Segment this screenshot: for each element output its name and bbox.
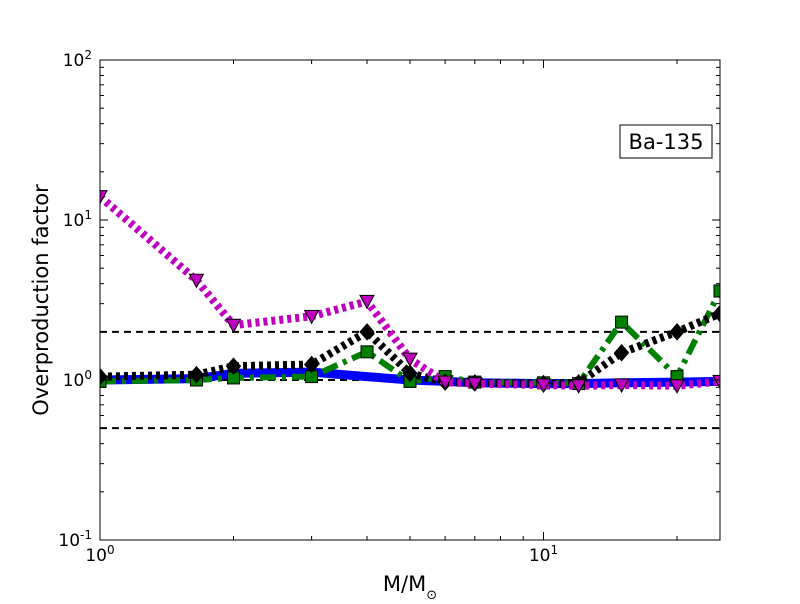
axis-ticks [99,59,720,541]
y-tick-label: 102 [63,48,92,71]
series-3-point [402,352,418,368]
y-axis-label: Overproduction factor [29,184,53,416]
series-3-point [535,378,552,394]
series-1-point [713,284,720,298]
series-3-point [613,378,630,394]
series-3-point [188,273,205,289]
y-tick-label: 10-1 [58,528,92,551]
series-1-point [615,315,629,329]
series-3-point [712,374,720,390]
series-2-point [402,364,418,383]
series-2-point [712,304,720,323]
y-tick-label: 100 [63,368,92,391]
series-3-point [100,190,108,205]
series-2-point [100,367,108,386]
series-3-point [437,375,453,391]
annotation-label: Ba-135 [629,130,704,154]
series-layer [100,190,720,394]
series-3-point [303,309,320,325]
series-2-point [669,323,685,341]
series-3-point [570,379,587,394]
y-tick-label: 101 [63,208,92,231]
plot-frame [99,59,721,541]
x-tick-label: 101 [529,543,558,566]
series-3 [100,190,720,394]
x-tick-label: 100 [85,543,114,566]
series-2-point [303,355,320,374]
x-axis-label: M/M⊙ [383,572,437,600]
series-2-point [188,365,205,384]
annotation-box: Ba-135 [619,124,713,159]
series-2-point [359,323,375,341]
series-3-point [466,377,483,392]
series-3-point [225,318,242,334]
series-3-point [359,294,375,310]
series-2-point [225,357,242,375]
series-2-point [613,343,630,362]
series-3-point [669,379,685,394]
series-1-point [360,345,374,359]
plot-background [100,60,720,540]
